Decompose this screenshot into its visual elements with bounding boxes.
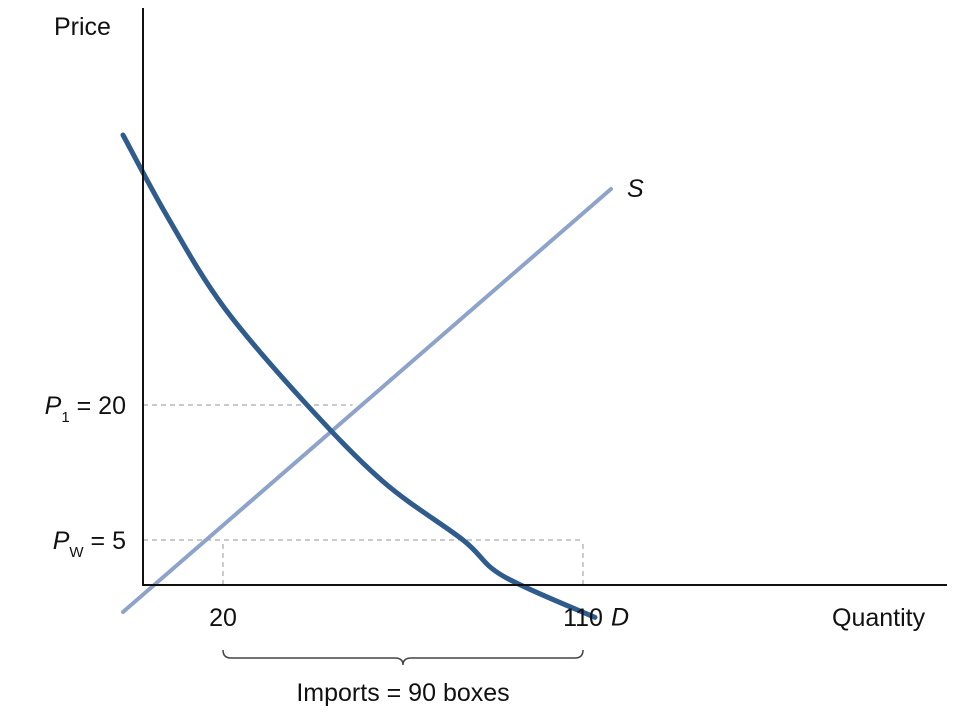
- imports-label: Imports = 90 boxes: [296, 679, 509, 707]
- supply-label: S: [627, 175, 644, 203]
- guide-lines: [143, 404, 584, 585]
- y-tick-label: PW = 5: [53, 527, 126, 561]
- y-axis-title: Price: [54, 13, 111, 41]
- x-axis-title: Quantity: [832, 604, 926, 632]
- demand-curve: [120, 132, 598, 620]
- y-tick-label: P1 = 20: [45, 392, 126, 426]
- y-tick-labels: P1 = 20 PW = 5: [45, 392, 126, 561]
- x-tick-labels: 20 110: [209, 604, 603, 632]
- supply-curve: [121, 187, 613, 614]
- imports-bracket: [222, 649, 584, 666]
- demand-label: D: [611, 603, 629, 631]
- x-tick-label: 20: [209, 604, 237, 632]
- x-tick-label: 110: [563, 604, 603, 632]
- curves: SD: [120, 132, 644, 631]
